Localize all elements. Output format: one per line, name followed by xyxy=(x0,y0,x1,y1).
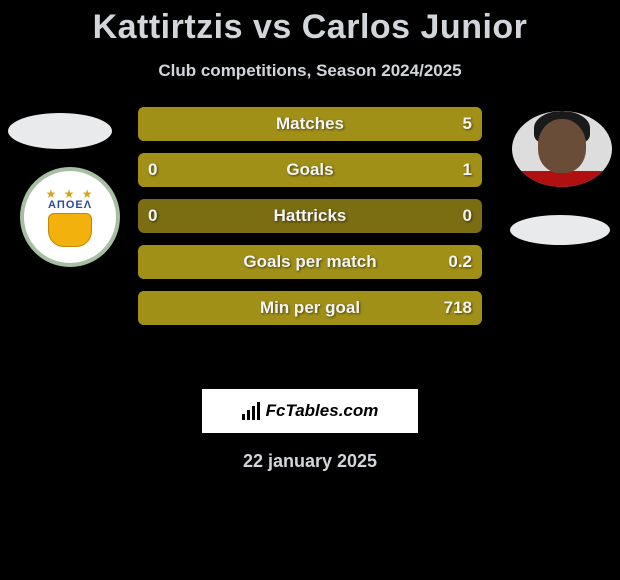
stat-bars: 5Matches 01Goals 00Hattricks 0.2Goals per m… xyxy=(138,107,482,325)
club-badge-left: ★ ★ ★ ΑΠΟΕΛ xyxy=(20,167,120,267)
bar-chart-icon xyxy=(242,402,260,420)
comparison-main: ★ ★ ★ ΑΠΟΕΛ 5Matches 01Goals 00Hattricks 0.… xyxy=(0,107,620,367)
club-name-left: ΑΠΟΕΛ xyxy=(48,199,92,211)
player-avatar-placeholder xyxy=(8,113,112,149)
stat-bar: 718Min per goal xyxy=(138,291,482,325)
right-player-column xyxy=(500,107,620,367)
comparison-subtitle: Club competitions, Season 2024/2025 xyxy=(0,61,620,81)
source-logo-text: FcTables.com xyxy=(266,401,379,421)
comparison-title: Kattirtzis vs Carlos Junior xyxy=(0,0,620,47)
club-shield-icon xyxy=(48,213,92,247)
stat-bar: 0.2Goals per match xyxy=(138,245,482,279)
left-player-column: ★ ★ ★ ΑΠΟΕΛ xyxy=(0,107,120,367)
stat-bar: 00Hattricks xyxy=(138,199,482,233)
stat-bar: 5Matches xyxy=(138,107,482,141)
club-badge-placeholder xyxy=(510,215,610,245)
snapshot-date: 22 january 2025 xyxy=(0,451,620,472)
source-logo: FcTables.com xyxy=(202,389,418,433)
player-avatar-right xyxy=(512,111,612,187)
stat-bar: 01Goals xyxy=(138,153,482,187)
infographic-root: { "title": "Kattirtzis vs Carlos Junior"… xyxy=(0,0,620,580)
